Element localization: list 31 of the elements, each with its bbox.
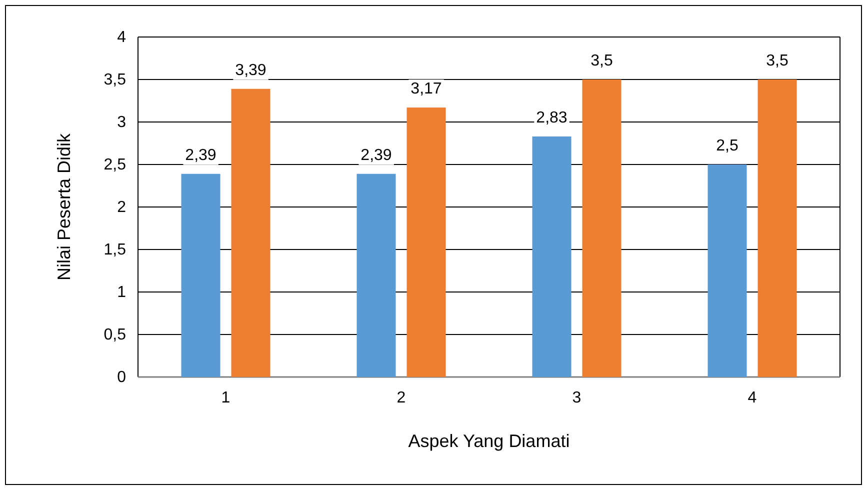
data-label: 2,83 xyxy=(536,109,568,126)
y-tick-label: 1,5 xyxy=(104,242,126,259)
bar xyxy=(406,108,446,377)
bar xyxy=(758,80,797,377)
y-tick-label: 3 xyxy=(117,114,126,132)
data-label: 2,39 xyxy=(360,146,392,164)
y-tick-label: 1 xyxy=(117,284,126,302)
bar xyxy=(582,80,622,377)
data-label: 2,39 xyxy=(185,146,216,164)
x-tick-label: 2 xyxy=(396,389,406,406)
y-tick-label: 3,5 xyxy=(104,72,126,89)
data-label: 3,39 xyxy=(235,62,266,79)
x-tick-label: 3 xyxy=(572,389,582,406)
bar xyxy=(356,174,396,377)
data-label: 3,5 xyxy=(766,52,788,70)
x-tick-label: 1 xyxy=(221,389,230,406)
y-tick-label: 2 xyxy=(117,199,126,216)
x-tick-label: 4 xyxy=(748,389,757,406)
y-tick-label: 2,5 xyxy=(104,156,126,174)
bar xyxy=(231,88,270,377)
data-label: 3,5 xyxy=(590,52,613,70)
y-tick-label: 0,5 xyxy=(104,326,126,344)
bar xyxy=(708,164,747,377)
y-tick-label: 4 xyxy=(117,29,126,46)
y-axis-title: Nilai Peserta Didik xyxy=(54,132,74,281)
x-axis-title: Aspek Yang Diamati xyxy=(408,431,570,451)
data-label: 2,5 xyxy=(716,138,738,154)
y-tick-label: 0 xyxy=(117,369,126,386)
data-label: 3,17 xyxy=(410,80,442,98)
bar xyxy=(532,136,572,377)
bar xyxy=(181,174,220,377)
